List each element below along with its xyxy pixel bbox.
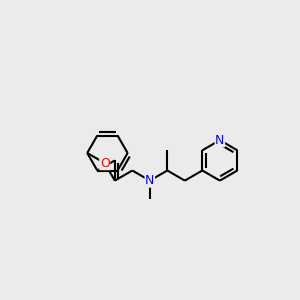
Text: N: N	[215, 134, 224, 147]
Text: N: N	[145, 174, 154, 187]
Text: O: O	[100, 157, 110, 169]
